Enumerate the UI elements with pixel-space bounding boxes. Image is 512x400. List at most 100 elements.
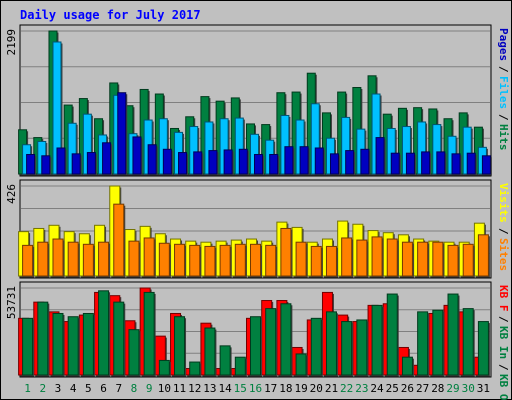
bar-hits-pages-day-31 [482, 156, 490, 174]
panel-hits: 2199 [5, 25, 492, 176]
panel-kb-legend: KB F/KB In/KB Out [497, 285, 510, 400]
bar-visits-sites-day-10 [159, 243, 169, 276]
bar-kb-kb-out-day-30 [463, 309, 473, 375]
day-label-28: 28 [431, 382, 444, 395]
day-label-30: 30 [462, 382, 475, 395]
legend-separator: / [497, 66, 510, 73]
bar-kb-kb-out-day-26 [402, 357, 412, 375]
bar-hits-pages-day-17 [270, 154, 278, 174]
bar-hits-pages-day-13 [209, 151, 217, 174]
bar-visits-sites-day-14 [220, 245, 230, 276]
bar-hits-pages-day-24 [376, 138, 384, 174]
bar-hits-pages-day-14 [224, 150, 232, 174]
bar-visits-sites-day-1 [23, 245, 33, 276]
legend-separator: / [497, 364, 510, 371]
bar-visits-sites-day-30 [463, 244, 473, 276]
bar-hits-pages-day-3 [57, 148, 65, 174]
legend-kb-out: KB Out [497, 374, 510, 400]
bar-hits-pages-day-22 [346, 151, 354, 174]
day-label-3: 3 [55, 382, 62, 395]
day-label-31: 31 [477, 382, 490, 395]
bar-visits-sites-day-2 [38, 242, 48, 276]
panel-kb: 53731 [5, 282, 491, 377]
bar-kb-kb-out-day-12 [190, 362, 200, 375]
bar-kb-kb-out-day-4 [68, 317, 78, 375]
bar-visits-sites-day-7 [114, 204, 124, 276]
day-label-4: 4 [70, 382, 77, 395]
day-label-10: 10 [158, 382, 171, 395]
bar-kb-kb-out-day-31 [478, 322, 488, 375]
day-label-19: 19 [294, 382, 307, 395]
bar-visits-sites-day-27 [418, 242, 428, 276]
bar-hits-pages-day-11 [179, 153, 187, 174]
chart-title: Daily usage for July 2017 [20, 8, 201, 22]
bar-kb-kb-out-day-18 [281, 304, 291, 375]
bar-visits-sites-day-18 [281, 228, 291, 276]
day-label-8: 8 [131, 382, 138, 395]
bar-kb-kb-out-day-19 [296, 354, 306, 375]
bar-kb-kb-out-day-3 [53, 313, 63, 375]
legend-kb-in: KB In [497, 326, 510, 359]
bar-visits-sites-day-13 [205, 246, 215, 276]
panel-visits: 426 [5, 180, 491, 278]
day-label-29: 29 [446, 382, 459, 395]
bar-hits-pages-day-19 [300, 147, 308, 174]
bar-hits-pages-day-23 [361, 149, 369, 174]
bar-kb-kb-out-day-21 [326, 312, 336, 375]
bar-hits-pages-day-20 [315, 148, 323, 174]
bar-visits-sites-day-15 [235, 244, 245, 276]
bar-kb-kb-out-day-22 [342, 322, 352, 375]
bar-visits-sites-day-20 [311, 246, 321, 276]
bar-kb-kb-out-day-29 [448, 294, 458, 375]
legend-separator: / [497, 316, 510, 323]
bar-hits-pages-day-8 [133, 137, 141, 174]
panel-visits-legend: Visits / Sites [497, 183, 510, 271]
bar-visits-sites-day-31 [478, 235, 488, 276]
day-label-14: 14 [218, 382, 232, 395]
panel-hits-max-label: 2199 [5, 29, 18, 56]
bar-visits-sites-day-12 [190, 245, 200, 276]
bar-kb-kb-out-day-23 [357, 320, 367, 375]
day-label-18: 18 [279, 382, 292, 395]
bar-kb-kb-out-day-15 [235, 357, 245, 375]
bar-hits-pages-day-28 [437, 152, 445, 174]
day-label-22: 22 [340, 382, 353, 395]
bar-hits-pages-day-12 [194, 152, 202, 174]
bar-visits-sites-day-16 [251, 244, 261, 276]
legend-files: Files [497, 76, 510, 109]
bar-kb-kb-out-day-27 [418, 312, 428, 375]
legend-hits: Hits [497, 124, 510, 151]
day-label-17: 17 [264, 382, 277, 395]
bar-kb-kb-out-day-16 [251, 317, 261, 375]
day-label-25: 25 [386, 382, 399, 395]
day-label-23: 23 [355, 382, 368, 395]
bar-visits-sites-day-6 [99, 242, 109, 276]
panel-visits-max-label: 426 [5, 184, 18, 204]
bar-visits-sites-day-22 [342, 238, 352, 276]
day-label-15: 15 [234, 382, 247, 395]
bar-visits-sites-day-8 [129, 241, 139, 276]
day-label-26: 26 [401, 382, 414, 395]
legend-pages: Pages [497, 28, 510, 61]
day-label-11: 11 [173, 382, 186, 395]
legend-separator: / [497, 228, 510, 235]
bar-hits-pages-day-2 [42, 156, 50, 174]
bar-visits-sites-day-4 [68, 242, 78, 276]
legend-separator: / [497, 114, 510, 121]
bar-kb-kb-out-day-10 [159, 360, 169, 375]
bar-kb-kb-out-day-24 [372, 305, 382, 375]
bar-kb-kb-out-day-28 [433, 310, 443, 375]
bar-hits-pages-day-26 [406, 153, 414, 174]
bar-hits-pages-day-21 [330, 154, 338, 174]
bar-kb-kb-out-day-8 [129, 330, 139, 375]
day-label-24: 24 [370, 382, 384, 395]
bar-hits-pages-day-18 [285, 147, 293, 174]
bar-kb-kb-out-day-11 [175, 317, 185, 375]
bar-visits-sites-day-17 [266, 245, 276, 276]
bar-kb-kb-out-day-2 [38, 302, 48, 375]
bar-visits-sites-day-25 [387, 239, 397, 276]
bar-visits-sites-day-24 [372, 237, 382, 276]
bar-visits-sites-day-9 [144, 238, 154, 276]
bar-hits-pages-day-27 [422, 152, 430, 174]
